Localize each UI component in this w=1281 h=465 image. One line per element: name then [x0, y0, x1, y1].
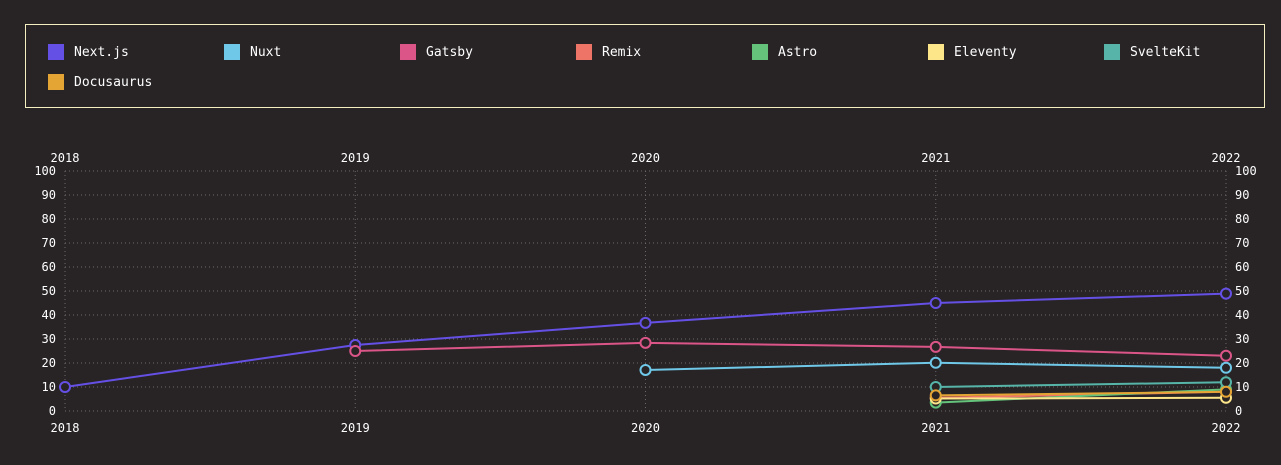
data-point-next-js[interactable] [1220, 287, 1232, 300]
data-point-sveltekit[interactable] [1220, 376, 1232, 389]
y-tick-label-left: 0 [49, 404, 56, 418]
legend-label: Remix [602, 44, 642, 60]
data-point-docusaurus[interactable] [929, 389, 942, 402]
data-point-nuxt[interactable] [639, 363, 652, 376]
legend-item: Astro [752, 42, 817, 62]
y-tick-label-left: 70 [42, 236, 56, 250]
legend-label: Docusaurus [74, 74, 153, 90]
legend-swatch [400, 44, 416, 60]
legend-item: Remix [576, 42, 641, 62]
data-point-next-js[interactable] [59, 381, 71, 393]
x-tick-label-bottom: 2020 [631, 421, 660, 435]
data-point-nuxt[interactable] [929, 356, 942, 369]
legend-item: Gatsby [400, 42, 473, 62]
x-tick-label-bottom: 2022 [1212, 421, 1241, 435]
data-point-gatsby[interactable] [1220, 349, 1232, 362]
y-tick-label-left: 30 [42, 332, 56, 346]
data-point-next-js[interactable] [929, 297, 942, 309]
data-point-nuxt[interactable] [1220, 361, 1232, 374]
chart-grid [64, 170, 1227, 412]
x-tick-label-top: 2019 [341, 151, 370, 165]
y-tick-label-left: 20 [42, 356, 56, 370]
data-point-docusaurus[interactable] [1220, 385, 1232, 398]
series-line-docusaurus [935, 390, 1227, 397]
legend-label: SvelteKit [1130, 44, 1201, 60]
x-tick-label-bottom: 2018 [51, 421, 80, 435]
y-tick-label-left: 100 [34, 164, 56, 178]
legend-item: Nuxt [224, 42, 281, 62]
data-point-gatsby[interactable] [639, 336, 652, 349]
legend-label: Nuxt [250, 44, 282, 60]
legend-label: Gatsby [426, 44, 473, 60]
legend-swatch [224, 44, 240, 60]
legend-swatch [752, 44, 768, 60]
legend-swatch [48, 44, 64, 60]
series-line-eleventy [935, 396, 1227, 400]
legend-label: Eleventy [954, 44, 1017, 60]
chart-legend: Next.js Nuxt Gatsby Remix Astro Eleventy Svelt… [25, 24, 1265, 108]
y-tick-label-left: 50 [42, 284, 56, 298]
legend-item: SvelteKit [1104, 42, 1200, 62]
legend-label: Astro [778, 44, 818, 60]
legend-swatch [576, 44, 592, 60]
y-tick-label-right: 100 [1235, 164, 1257, 178]
x-tick-label-top: 2021 [921, 151, 950, 165]
legend-swatch [928, 44, 944, 60]
data-point-gatsby[interactable] [349, 345, 362, 357]
y-tick-label-left: 90 [42, 188, 56, 202]
data-point-gatsby[interactable] [929, 340, 942, 353]
y-tick-label-right: 80 [1235, 212, 1249, 226]
y-tick-label-right: 20 [1235, 356, 1249, 370]
y-tick-label-left: 40 [42, 308, 56, 322]
y-tick-label-right: 40 [1235, 308, 1249, 322]
series-line-gatsby [355, 341, 1227, 357]
y-tick-label-left: 80 [42, 212, 56, 226]
legend-label: Next.js [74, 44, 129, 60]
y-tick-label-left: 10 [42, 380, 56, 394]
x-tick-label-bottom: 2019 [341, 421, 370, 435]
y-tick-label-right: 90 [1235, 188, 1249, 202]
legend-swatch [1104, 44, 1120, 60]
x-tick-label-top: 2020 [631, 151, 660, 165]
y-tick-label-right: 50 [1235, 284, 1249, 298]
y-tick-label-right: 0 [1235, 404, 1242, 418]
y-tick-label-right: 10 [1235, 380, 1249, 394]
legend-swatch [48, 74, 64, 90]
legend-item: Next.js [48, 42, 129, 62]
y-tick-label-left: 60 [42, 260, 56, 274]
data-point-next-js[interactable] [639, 316, 652, 329]
x-tick-label-top: 2022 [1212, 151, 1241, 165]
x-tick-label-bottom: 2021 [921, 421, 950, 435]
y-tick-label-right: 30 [1235, 332, 1249, 346]
legend-item: Eleventy [928, 42, 1017, 62]
legend-item: Docusaurus [48, 72, 152, 92]
x-tick-label-top: 2018 [51, 151, 80, 165]
series-line-sveltekit [935, 381, 1227, 388]
y-tick-label-right: 60 [1235, 260, 1249, 274]
y-tick-label-right: 70 [1235, 236, 1249, 250]
series-points [59, 287, 1232, 409]
